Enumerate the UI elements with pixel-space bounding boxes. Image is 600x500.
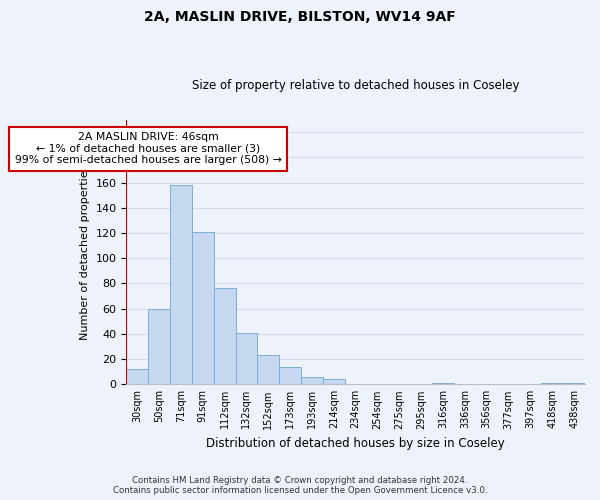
Bar [323,380,345,384]
Text: Contains HM Land Registry data © Crown copyright and database right 2024.
Contai: Contains HM Land Registry data © Crown c… [113,476,487,495]
Title: Size of property relative to detached houses in Coseley: Size of property relative to detached ho… [192,79,520,92]
Y-axis label: Number of detached properties: Number of detached properties [80,164,90,340]
Bar [541,383,563,384]
Bar [148,308,170,384]
Bar [301,376,323,384]
Bar [279,366,301,384]
Bar [170,185,192,384]
Bar [257,356,279,384]
Bar [236,332,257,384]
Bar [432,383,454,384]
Text: 2A, MASLIN DRIVE, BILSTON, WV14 9AF: 2A, MASLIN DRIVE, BILSTON, WV14 9AF [144,10,456,24]
Bar [192,232,214,384]
Bar [126,369,148,384]
Bar [563,383,585,384]
Text: 2A MASLIN DRIVE: 46sqm
← 1% of detached houses are smaller (3)
99% of semi-detac: 2A MASLIN DRIVE: 46sqm ← 1% of detached … [15,132,281,166]
Bar [214,288,236,384]
X-axis label: Distribution of detached houses by size in Coseley: Distribution of detached houses by size … [206,437,505,450]
